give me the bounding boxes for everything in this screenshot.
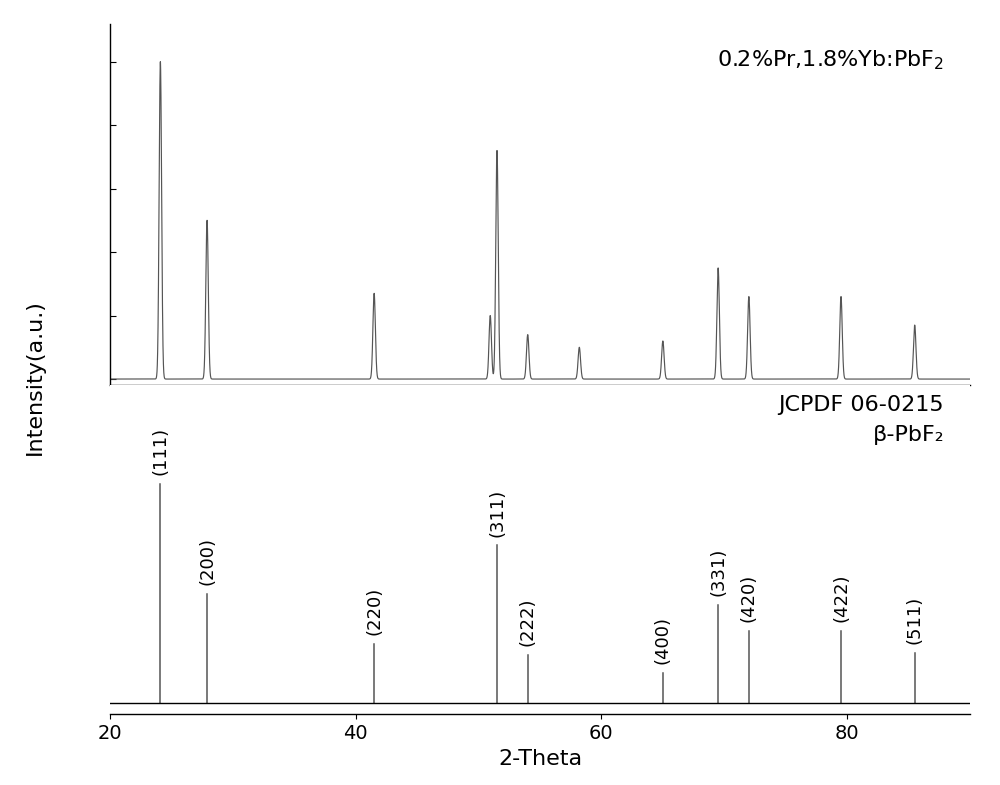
Text: (311): (311) (488, 488, 506, 537)
Text: (111): (111) (151, 427, 169, 475)
Text: (200): (200) (198, 537, 216, 585)
Text: 0.2%Pr,1.8%Yb:PbF$_2$: 0.2%Pr,1.8%Yb:PbF$_2$ (717, 49, 944, 72)
Text: (220): (220) (365, 587, 383, 635)
Text: (422): (422) (832, 574, 850, 623)
Text: (400): (400) (654, 616, 672, 664)
Text: Intensity(a.u.): Intensity(a.u.) (25, 299, 45, 455)
Text: JCPDF 06-0215
β-PbF₂: JCPDF 06-0215 β-PbF₂ (779, 396, 944, 445)
Text: (331): (331) (709, 548, 727, 596)
Text: (420): (420) (740, 574, 758, 623)
Text: (511): (511) (906, 596, 924, 644)
Text: (222): (222) (519, 598, 537, 646)
X-axis label: 2-Theta: 2-Theta (498, 749, 582, 769)
